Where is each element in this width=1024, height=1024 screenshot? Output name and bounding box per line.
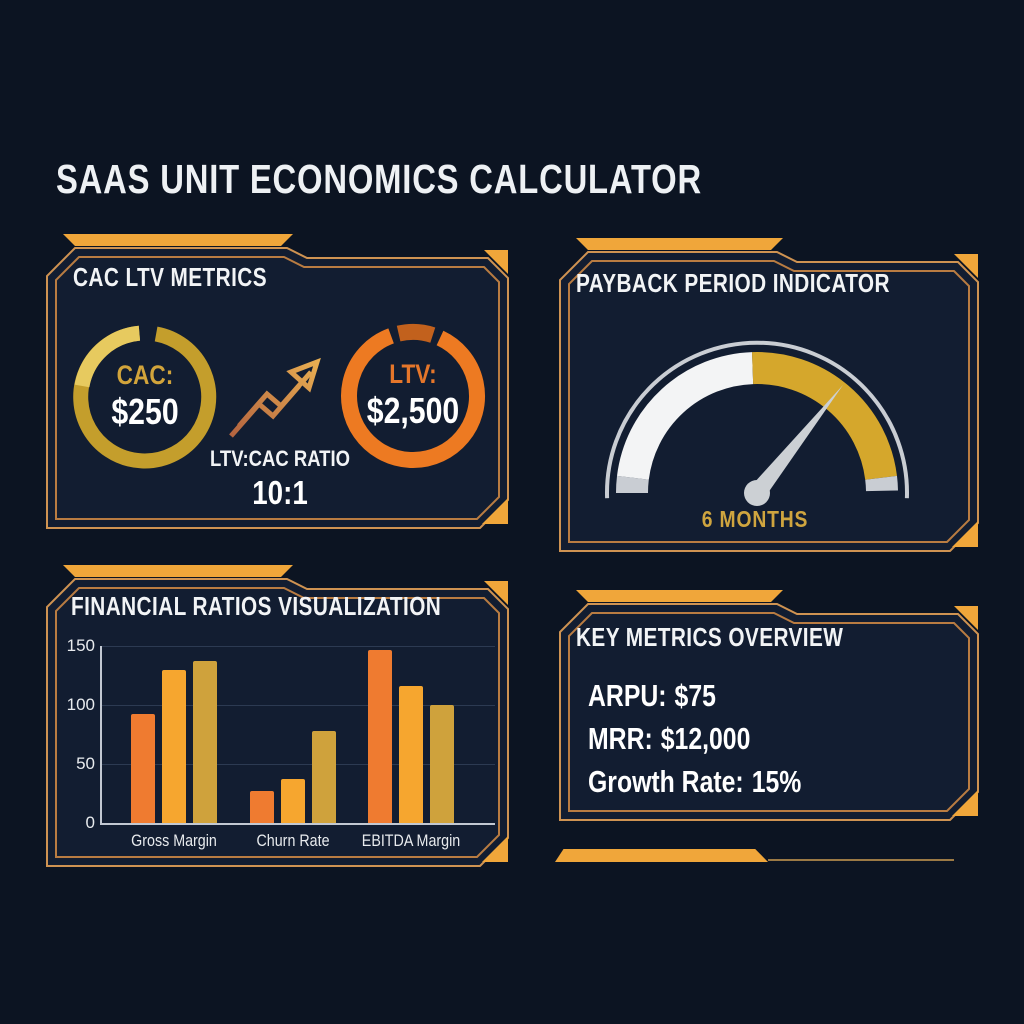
bottom-accent-line xyxy=(768,859,954,861)
ltv-donut-ring xyxy=(341,324,486,469)
cac-donut-ring xyxy=(73,325,217,469)
x-category-label: EBITDA Margin xyxy=(361,831,461,850)
ltv-cac-ratio: LTV:CAC RATIO 10:1 xyxy=(170,446,390,512)
ratio-value: 10:1 xyxy=(252,474,308,511)
metric-value: $12,000 xyxy=(660,721,751,756)
panel-financial-ratios: FINANCIAL RATIOS VISUALIZATION 0 50 100 150… xyxy=(45,565,510,868)
metric-label: ARPU: xyxy=(588,678,667,713)
metric-label: Growth Rate: xyxy=(588,764,744,799)
cac-value: $250 xyxy=(111,391,179,433)
bar-churn-rate-series-1 xyxy=(250,791,274,823)
x-category-label: Churn Rate xyxy=(256,831,330,850)
y-axis-line xyxy=(100,646,102,825)
bar-gross-margin-series-3 xyxy=(193,661,217,823)
page-title: SAAS UNIT ECONOMICS CALCULATOR xyxy=(56,156,702,202)
bar-gross-margin-series-2 xyxy=(162,669,186,823)
metric-arpu: ARPU: $75 xyxy=(588,674,801,717)
x-axis-line xyxy=(100,823,495,825)
y-tick-label: 100 xyxy=(66,695,95,714)
bar-ebitda-margin-series-3 xyxy=(430,705,454,823)
payback-value: 6 MONTHS xyxy=(701,506,809,532)
key-metrics-list: ARPU: $75 MRR: $12,000 Growth Rate: 15% xyxy=(588,674,855,803)
panel-key-metrics: KEY METRICS OVERVIEW ARPU: $75 MRR: $12,00… xyxy=(558,590,980,822)
cac-label: CAC: xyxy=(116,360,174,390)
metric-mrr: MRR: $12,000 xyxy=(588,717,801,760)
cac-stat: CAC: $250 xyxy=(75,360,215,432)
ratio-label: LTV:CAC RATIO xyxy=(210,446,350,471)
payback-gauge xyxy=(605,340,909,506)
panel-key-metrics-title: KEY METRICS OVERVIEW xyxy=(576,622,844,652)
y-tick-label: 150 xyxy=(66,636,95,655)
bar-gross-margin-series-1 xyxy=(131,714,155,823)
y-tick-label: 50 xyxy=(76,754,95,773)
metric-growth-rate: Growth Rate: 15% xyxy=(588,760,801,803)
gridline xyxy=(100,764,495,765)
financial-ratios-bar-chart: 0 50 100 150 Gross Margin Churn Rate EBITDA Ma… xyxy=(45,565,510,868)
trend-up-arrow-icon xyxy=(229,357,321,438)
metric-value: $75 xyxy=(674,678,716,713)
ltv-stat: LTV: $2,500 xyxy=(343,359,483,431)
bottom-accent-bar xyxy=(555,849,768,862)
bar-churn-rate-series-3 xyxy=(312,730,336,823)
panel-cac-ltv-title: CAC LTV METRICS xyxy=(73,262,267,292)
panel-frame-decoration xyxy=(559,590,979,821)
gridline xyxy=(100,646,495,647)
bar-ebitda-margin-series-1 xyxy=(368,649,392,823)
ltv-label: LTV: xyxy=(389,359,437,389)
panel-cac-ltv-metrics: CAC LTV METRICS CAC: $250 LTV: $2,500 LT… xyxy=(45,234,510,530)
panel-ratios-title: FINANCIAL RATIOS VISUALIZATION xyxy=(71,591,442,621)
metric-value: 15% xyxy=(751,764,802,799)
panel-payback-period: PAYBACK PERIOD INDICATOR 6 MONTHS xyxy=(558,238,980,553)
ltv-value: $2,500 xyxy=(366,390,460,432)
bar-churn-rate-series-2 xyxy=(281,779,305,823)
metric-label: MRR: xyxy=(588,721,653,756)
bar-ebitda-margin-series-2 xyxy=(399,686,423,823)
y-tick-label: 0 xyxy=(85,813,95,832)
x-category-label: Gross Margin xyxy=(131,831,217,850)
panel-payback-title: PAYBACK PERIOD INDICATOR xyxy=(576,268,890,298)
gridline xyxy=(100,705,495,706)
